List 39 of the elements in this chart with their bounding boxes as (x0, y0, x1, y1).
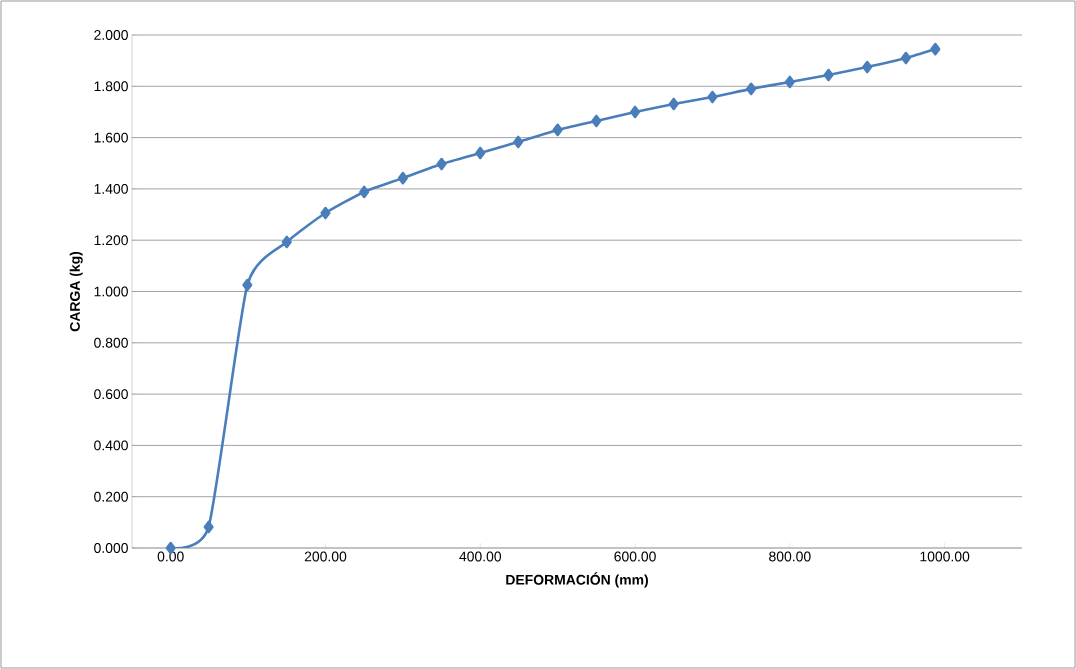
point (397, 171, 408, 185)
x-tick-label: 600.00 (614, 551, 656, 562)
point (281, 235, 292, 249)
point (862, 60, 873, 74)
y-tick-label: 1.200 (94, 235, 128, 246)
y-tick-label: 0.000 (94, 543, 128, 553)
point (668, 97, 679, 111)
y-axis-title: CARGA (kg) (69, 251, 83, 332)
point (591, 114, 602, 128)
point (630, 105, 641, 119)
x-tick-label: 1000.00 (920, 551, 970, 562)
x-tick-label: 400.00 (459, 551, 502, 562)
point (784, 75, 795, 89)
point (823, 68, 834, 82)
point (513, 135, 524, 149)
point (359, 185, 370, 199)
y-tick-label: 1.000 (94, 286, 128, 297)
y-tick-label: 0.600 (94, 389, 128, 400)
point (746, 82, 757, 96)
x-tick-label: 800.00 (769, 551, 811, 562)
point (242, 278, 253, 292)
point (900, 51, 911, 65)
y-tick-label: 0.200 (94, 491, 128, 502)
y-tick-label: 1.400 (94, 183, 128, 194)
y-tick-label: 0.800 (94, 337, 128, 348)
point (552, 123, 563, 137)
y-tick-label: 0.400 (94, 440, 128, 451)
x-axis-title: DEFORMACIÓN (mm) (506, 572, 648, 588)
x-tick-label: 0.00 (157, 551, 184, 562)
x-tick-label: 200.00 (304, 551, 347, 562)
y-tick-label: 2.000 (94, 30, 128, 40)
point (475, 146, 486, 160)
point (707, 90, 718, 104)
point (930, 42, 941, 56)
point (203, 520, 214, 534)
y-tick-label: 1.800 (94, 81, 128, 92)
y-tick-label: 1.600 (94, 132, 128, 143)
point (320, 206, 331, 220)
point (436, 157, 447, 171)
